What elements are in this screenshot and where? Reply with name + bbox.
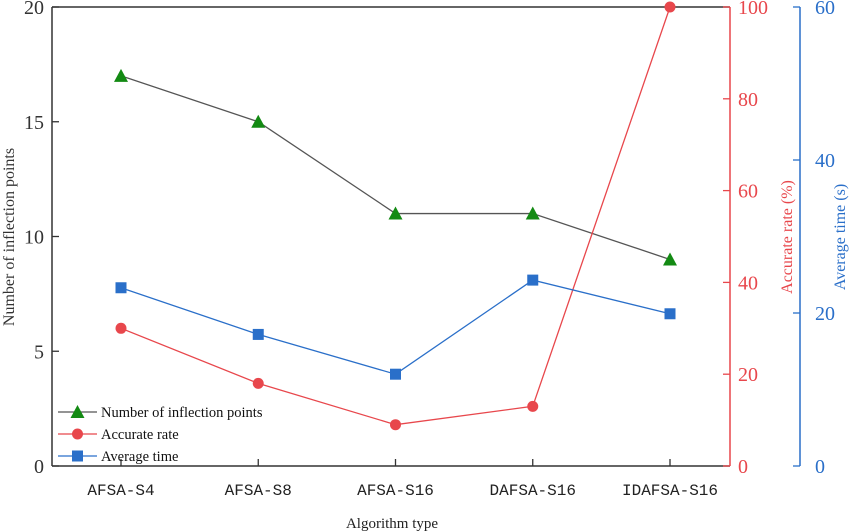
series-line	[120, 279, 671, 375]
data-point	[663, 252, 677, 266]
accurate-rate-tick-label: 40	[738, 272, 758, 294]
legend-item: Accurate rate	[58, 427, 179, 443]
legend-item: Average time	[58, 449, 178, 465]
average-time-tick-label: 0	[815, 456, 825, 478]
data-point	[251, 114, 266, 128]
left-tick-label: 15	[24, 112, 44, 134]
x-tick-label: DAFSA-S16	[490, 482, 576, 500]
plot-frame	[51, 6, 801, 467]
legend: Number of inflection points Accurate rate…	[58, 405, 263, 465]
data-point	[390, 368, 401, 380]
left-axis-title: Number of inflection points	[1, 148, 18, 326]
left-tick-label: 20	[24, 0, 44, 19]
average-time-axis-title: Average time (s)	[832, 184, 849, 290]
series-layer	[114, 1, 677, 431]
series-square	[115, 274, 676, 380]
legend-marker	[70, 405, 85, 418]
legend-label: Average time	[101, 449, 178, 465]
data-point	[388, 206, 403, 220]
series-line	[120, 75, 671, 261]
left-tick-label: 5	[34, 341, 44, 363]
data-point	[114, 68, 128, 82]
x-tick-label: AFSA-S4	[87, 482, 154, 500]
average-time-tick-label: 20	[815, 303, 835, 325]
series-triangle	[114, 68, 677, 266]
x-tick-label: AFSA-S16	[357, 482, 434, 500]
accurate-rate-tick-label: 100	[738, 0, 768, 19]
accurate-rate-tick-label: 60	[738, 181, 758, 203]
data-point	[527, 274, 539, 286]
data-point	[527, 400, 539, 412]
accurate-rate-tick-label: 20	[738, 364, 758, 386]
legend-marker	[72, 450, 83, 462]
average-time-tick-label: 60	[815, 0, 835, 19]
average-time-tick-label: 40	[815, 150, 835, 172]
data-point	[390, 419, 401, 431]
legend-marker	[72, 428, 83, 440]
accurate-rate-axis-title: Accurate rate (%)	[779, 180, 796, 294]
legend-label: Accurate rate	[101, 427, 179, 443]
data-point	[664, 1, 676, 13]
x-tick-label: AFSA-S8	[225, 482, 292, 500]
left-tick-label: 0	[34, 456, 44, 478]
x-axis-title: Algorithm type	[346, 516, 438, 532]
accurate-rate-tick-label: 0	[738, 456, 748, 478]
legend-item: Number of inflection points	[58, 405, 263, 421]
data-point	[664, 308, 676, 320]
left-tick-label: 10	[24, 227, 44, 249]
accurate-rate-tick-label: 80	[738, 89, 758, 111]
data-point	[115, 322, 127, 334]
data-point	[115, 282, 127, 294]
x-tick-label: IDAFSA-S16	[622, 482, 718, 500]
data-point	[252, 328, 264, 340]
data-point	[525, 206, 540, 220]
series-circle	[115, 1, 676, 431]
data-point	[252, 377, 264, 389]
legend-label: Number of inflection points	[101, 405, 263, 421]
